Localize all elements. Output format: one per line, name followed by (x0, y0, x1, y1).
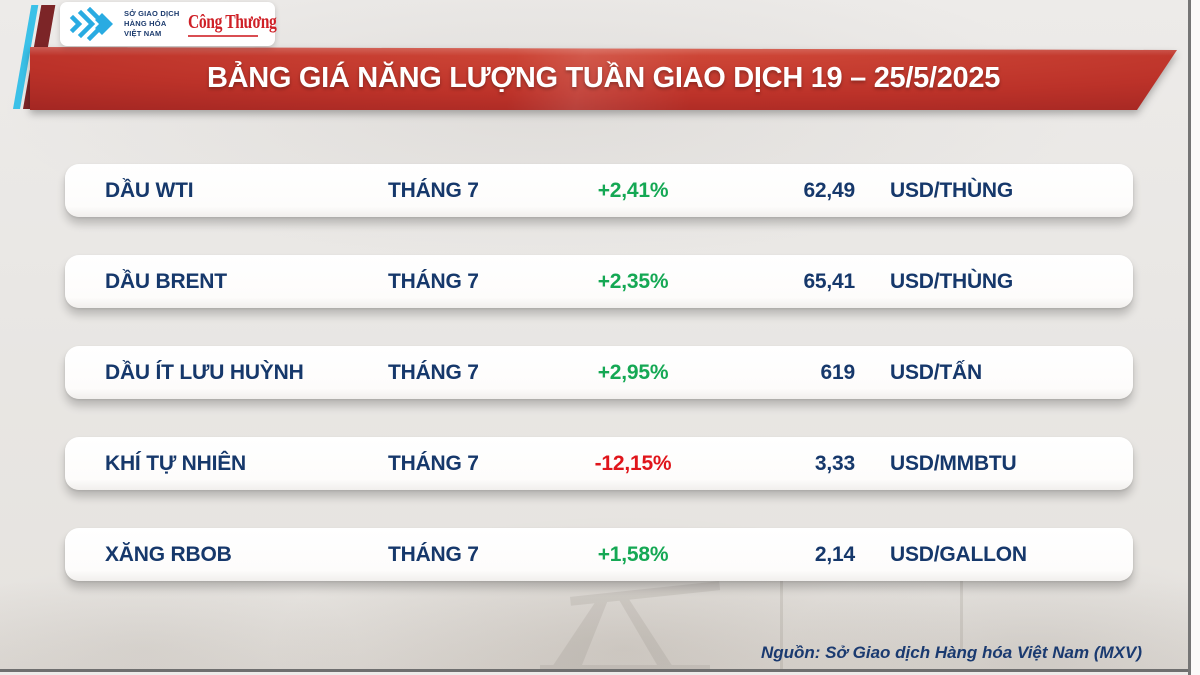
price-value: 3,33 (814, 451, 855, 475)
page-title: BẢNG GIÁ NĂNG LƯỢNG TUẦN GIAO DỊCH 19 – … (206, 62, 1001, 94)
price-value: 65,41 (803, 269, 855, 293)
contract-month: THÁNG 7 (388, 360, 479, 384)
change-percent: +1,58% (597, 542, 669, 566)
contract-month: THÁNG 7 (388, 269, 479, 293)
commodity-name: DẦU WTI (105, 178, 194, 202)
mxv-org-line: VIỆT NAM (124, 28, 162, 38)
price-value: 2,14 (814, 542, 855, 566)
congthuong-wordmark: Công Thương (188, 11, 277, 33)
change-percent: +2,41% (597, 178, 669, 202)
price-row: DẦU BRENT THÁNG 7 +2,35% 65,41 USD/THÙNG (65, 255, 1133, 308)
mxv-org-line: HÀNG HÓA (124, 19, 167, 29)
frame-edge-bottom (0, 669, 1188, 675)
mxv-org-line: SỞ GIAO DỊCH (124, 9, 180, 19)
contract-month: THÁNG 7 (388, 451, 479, 475)
price-unit: USD/THÙNG (890, 178, 1014, 202)
price-row: XĂNG RBOB THÁNG 7 +1,58% 2,14 USD/GALLON (65, 528, 1133, 581)
contract-month: THÁNG 7 (388, 542, 479, 566)
change-percent: +2,35% (597, 269, 669, 293)
price-row: DẦU ÍT LƯU HUỲNH THÁNG 7 +2,95% 619 USD/… (65, 346, 1133, 399)
title-banner: BẢNG GIÁ NĂNG LƯỢNG TUẦN GIAO DỊCH 19 – … (30, 47, 1177, 110)
frame-edge-right (1188, 0, 1200, 675)
price-value: 62,49 (803, 178, 855, 202)
congthuong-tagline-line (188, 35, 259, 37)
price-unit: USD/THÙNG (890, 269, 1014, 293)
congthuong-logo: Công Thương (188, 11, 301, 37)
price-unit: USD/GALLON (890, 542, 1027, 566)
contract-month: THÁNG 7 (388, 178, 479, 202)
cable-line (780, 560, 783, 670)
commodity-name: XĂNG RBOB (105, 542, 232, 566)
price-unit: USD/MMBTU (890, 451, 1017, 475)
source-attribution: Nguồn: Sở Giao dịch Hàng hóa Việt Nam (M… (760, 643, 1142, 662)
price-row: DẦU WTI THÁNG 7 +2,41% 62,49 USD/THÙNG (65, 164, 1133, 217)
commodity-name: DẦU ÍT LƯU HUỲNH (105, 360, 304, 384)
change-percent: +2,95% (597, 360, 669, 384)
mxv-logo-icon (69, 7, 113, 41)
change-percent: -12,15% (594, 451, 672, 475)
cable-line (960, 560, 963, 650)
mxv-org-name: SỞ GIAO DỊCH HÀNG HÓA VIỆT NAM (124, 9, 179, 38)
pumpjack-silhouette (540, 581, 721, 673)
price-unit: USD/TẤN (890, 360, 982, 384)
commodity-name: KHÍ TỰ NHIÊN (105, 451, 247, 475)
price-row: KHÍ TỰ NHIÊN THÁNG 7 -12,15% 3,33 USD/MM… (65, 437, 1133, 490)
logo-card: SỞ GIAO DỊCH HÀNG HÓA VIỆT NAM Công Thươ… (60, 2, 277, 46)
price-value: 619 (820, 360, 856, 384)
commodity-name: DẦU BRENT (105, 269, 227, 293)
